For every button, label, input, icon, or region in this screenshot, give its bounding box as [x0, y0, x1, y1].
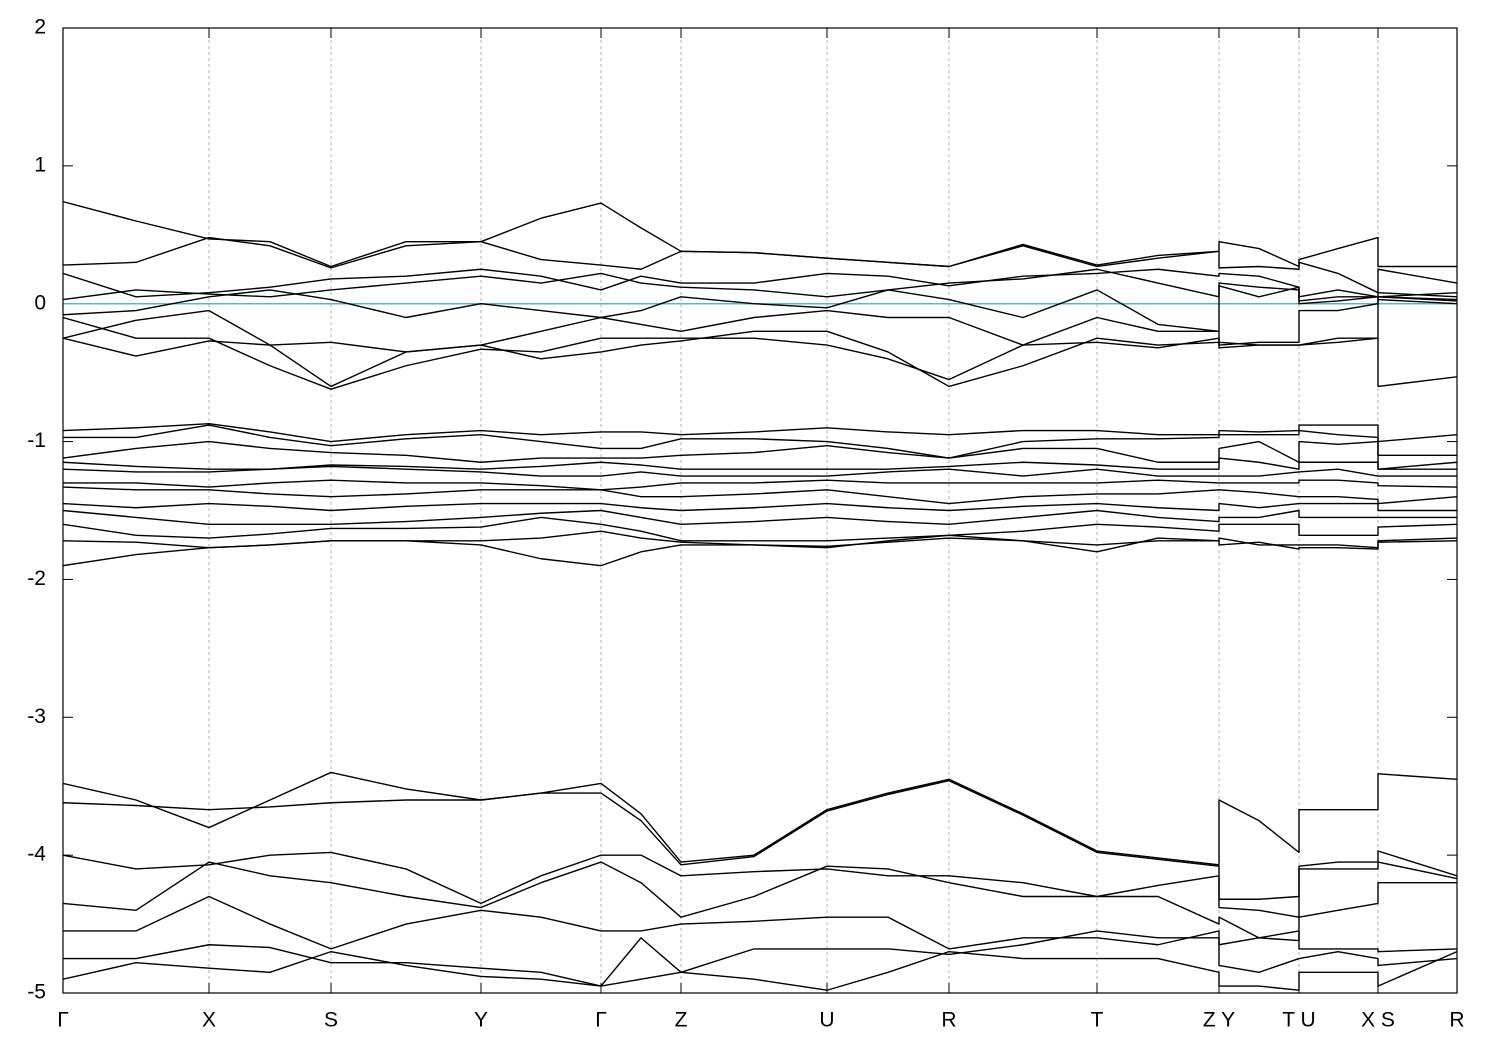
band-line	[63, 930, 1457, 987]
band-line	[63, 486, 1457, 505]
plot-area	[63, 201, 1457, 991]
band-line	[63, 534, 1457, 567]
x-tick-label: Z Y	[1203, 1009, 1235, 1032]
plot-frame	[62, 27, 1458, 994]
band-line	[63, 861, 1457, 942]
y-tick-label: 2	[34, 16, 46, 39]
y-tick-label: -2	[27, 567, 46, 590]
x-tick-label: U	[819, 1009, 834, 1032]
x-tick-label: R	[1449, 1009, 1464, 1032]
y-tick-label: 1	[34, 153, 46, 176]
y-tick-label: 0	[34, 291, 46, 314]
x-tick-label: X	[202, 1009, 216, 1032]
band-line	[63, 424, 1457, 459]
band-line	[63, 440, 1457, 470]
band-line	[63, 851, 1457, 918]
x-tick-label: Y	[474, 1009, 488, 1032]
y-tick-label: -5	[27, 981, 46, 1004]
band-line	[63, 296, 1457, 388]
band-line	[63, 516, 1457, 542]
band-line	[63, 422, 1457, 443]
band-line	[63, 457, 1457, 470]
band-line	[63, 509, 1457, 525]
y-tick-label: -1	[27, 429, 46, 452]
x-tick-label: R	[941, 1009, 956, 1032]
band-line	[63, 479, 1457, 491]
band-line	[63, 236, 1457, 294]
band-line	[63, 895, 1457, 953]
band-line	[63, 291, 1457, 388]
band-line	[63, 937, 1457, 991]
x-tick-label: X S	[1361, 1009, 1395, 1032]
y-tick-label: -3	[27, 705, 46, 728]
band-line	[63, 502, 1457, 512]
band-line	[63, 465, 1457, 477]
x-tick-label: Γ	[57, 1009, 69, 1032]
y-tick-label: -4	[27, 843, 46, 866]
x-tick-label: S	[324, 1009, 338, 1032]
band-line	[63, 771, 1457, 866]
band-line	[63, 285, 1457, 332]
x-tick-label: Γ	[595, 1009, 607, 1032]
x-tick-label: T	[1091, 1009, 1104, 1032]
x-tick-label: T U	[1282, 1009, 1315, 1032]
x-tick-label: Z	[675, 1009, 688, 1032]
